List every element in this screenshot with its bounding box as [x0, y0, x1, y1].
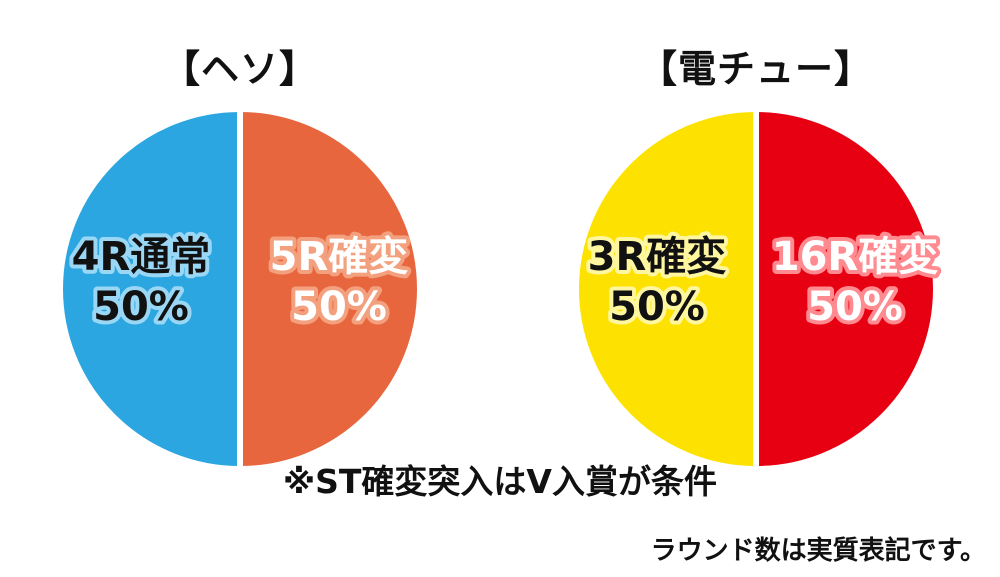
- slice-5r-kakuhen: [237, 105, 423, 473]
- chart-title-denchu: 【電チュー】: [638, 47, 873, 91]
- slice-3r-kakuhen: [573, 105, 759, 473]
- slice-4r-normal: [57, 105, 243, 473]
- slice-4r-normal-value: 50%: [93, 284, 189, 330]
- slice-5r-kakuhen-label: 5R確変: [270, 234, 409, 280]
- slice-5r-kakuhen-value: 50%: [291, 284, 387, 330]
- round-footnote: ラウンド数は実質表記です。: [650, 536, 986, 566]
- slice-4r-normal-label: 4R通常: [72, 234, 211, 280]
- slice-16r-kakuhen-label: 16R確変: [772, 234, 938, 280]
- st-condition-note: ※ST確変突入はV入賞が条件: [283, 462, 717, 501]
- slice-16r-kakuhen-value: 50%: [807, 284, 903, 330]
- chart-title-heso: 【ヘソ】: [161, 47, 318, 91]
- slice-16r-kakuhen: [753, 105, 939, 473]
- slice-3r-kakuhen-value: 50%: [609, 284, 705, 330]
- slice-3r-kakuhen-label: 3R確変: [588, 234, 727, 280]
